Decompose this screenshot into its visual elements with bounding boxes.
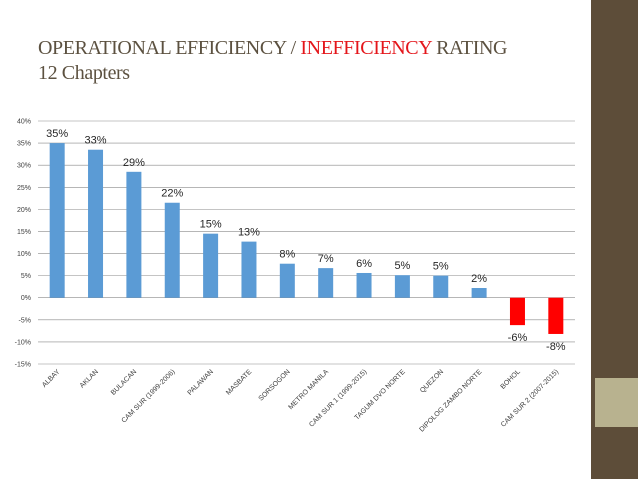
y-tick-label: 20%	[17, 207, 31, 214]
category-label: METRO MANILA	[287, 368, 330, 411]
bar	[548, 297, 564, 334]
bar	[471, 288, 487, 298]
category-label: BULACAN	[110, 368, 138, 396]
category-label: MASBATE	[225, 368, 253, 396]
slide-subtitle: 12 Chapters	[38, 62, 130, 84]
category-label: PALAWAN	[187, 368, 215, 396]
category-label: DIPOLOG ZAMBO NORTE	[418, 368, 483, 433]
title-text-highlight: INEFFICIENCY	[300, 37, 432, 59]
y-tick-label: 5%	[21, 273, 31, 280]
category-label: SORSOGON	[258, 368, 292, 402]
y-tick-label: -10%	[15, 339, 31, 346]
data-label: -8%	[546, 341, 566, 353]
bar	[318, 268, 334, 298]
bar	[203, 233, 219, 298]
bar	[126, 171, 142, 298]
data-label: 5%	[394, 260, 410, 272]
data-label: 15%	[200, 219, 222, 231]
slide-title: OPERATIONAL EFFICIENCY / INEFFICIENCY RA…	[38, 36, 507, 61]
data-label: 5%	[433, 261, 449, 273]
y-tick-label: 10%	[17, 251, 31, 258]
y-tick-label: 30%	[17, 163, 31, 170]
data-label: 13%	[238, 227, 260, 239]
data-label: 33%	[85, 135, 107, 147]
bar	[164, 202, 180, 298]
bar	[394, 275, 410, 298]
slide-title-block: OPERATIONAL EFFICIENCY / INEFFICIENCY RA…	[38, 36, 507, 86]
category-label: AKLAN	[79, 368, 100, 389]
title-text-part1: OPERATIONAL EFFICIENCY /	[38, 37, 301, 59]
bar	[88, 149, 104, 298]
bar	[49, 143, 65, 298]
bar	[433, 275, 449, 298]
y-tick-label: 15%	[17, 229, 31, 236]
y-tick-label: 35%	[17, 141, 31, 148]
y-tick-label: 0%	[21, 295, 31, 302]
y-tick-label: 25%	[17, 185, 31, 192]
data-label: 6%	[356, 258, 372, 270]
data-label: 22%	[161, 188, 183, 200]
data-label: 35%	[46, 128, 68, 140]
data-label: 7%	[318, 253, 334, 265]
y-tick-label: -15%	[15, 362, 31, 369]
y-tick-label: -5%	[19, 317, 31, 324]
bar	[279, 263, 295, 298]
y-tick-label: 40%	[17, 119, 31, 126]
category-label: BOHOL	[500, 368, 522, 390]
category-label: QUEZON	[419, 368, 445, 394]
title-text-part3: RATING	[431, 37, 508, 59]
data-label: 8%	[279, 249, 295, 261]
decorative-sidebar-block	[595, 378, 638, 427]
data-label: -6%	[508, 332, 528, 344]
category-label: ALBAY	[41, 368, 62, 389]
bar	[356, 272, 372, 298]
bar	[509, 297, 525, 326]
bar	[241, 241, 257, 298]
data-label: 2%	[471, 273, 487, 285]
data-label: 29%	[123, 157, 145, 169]
